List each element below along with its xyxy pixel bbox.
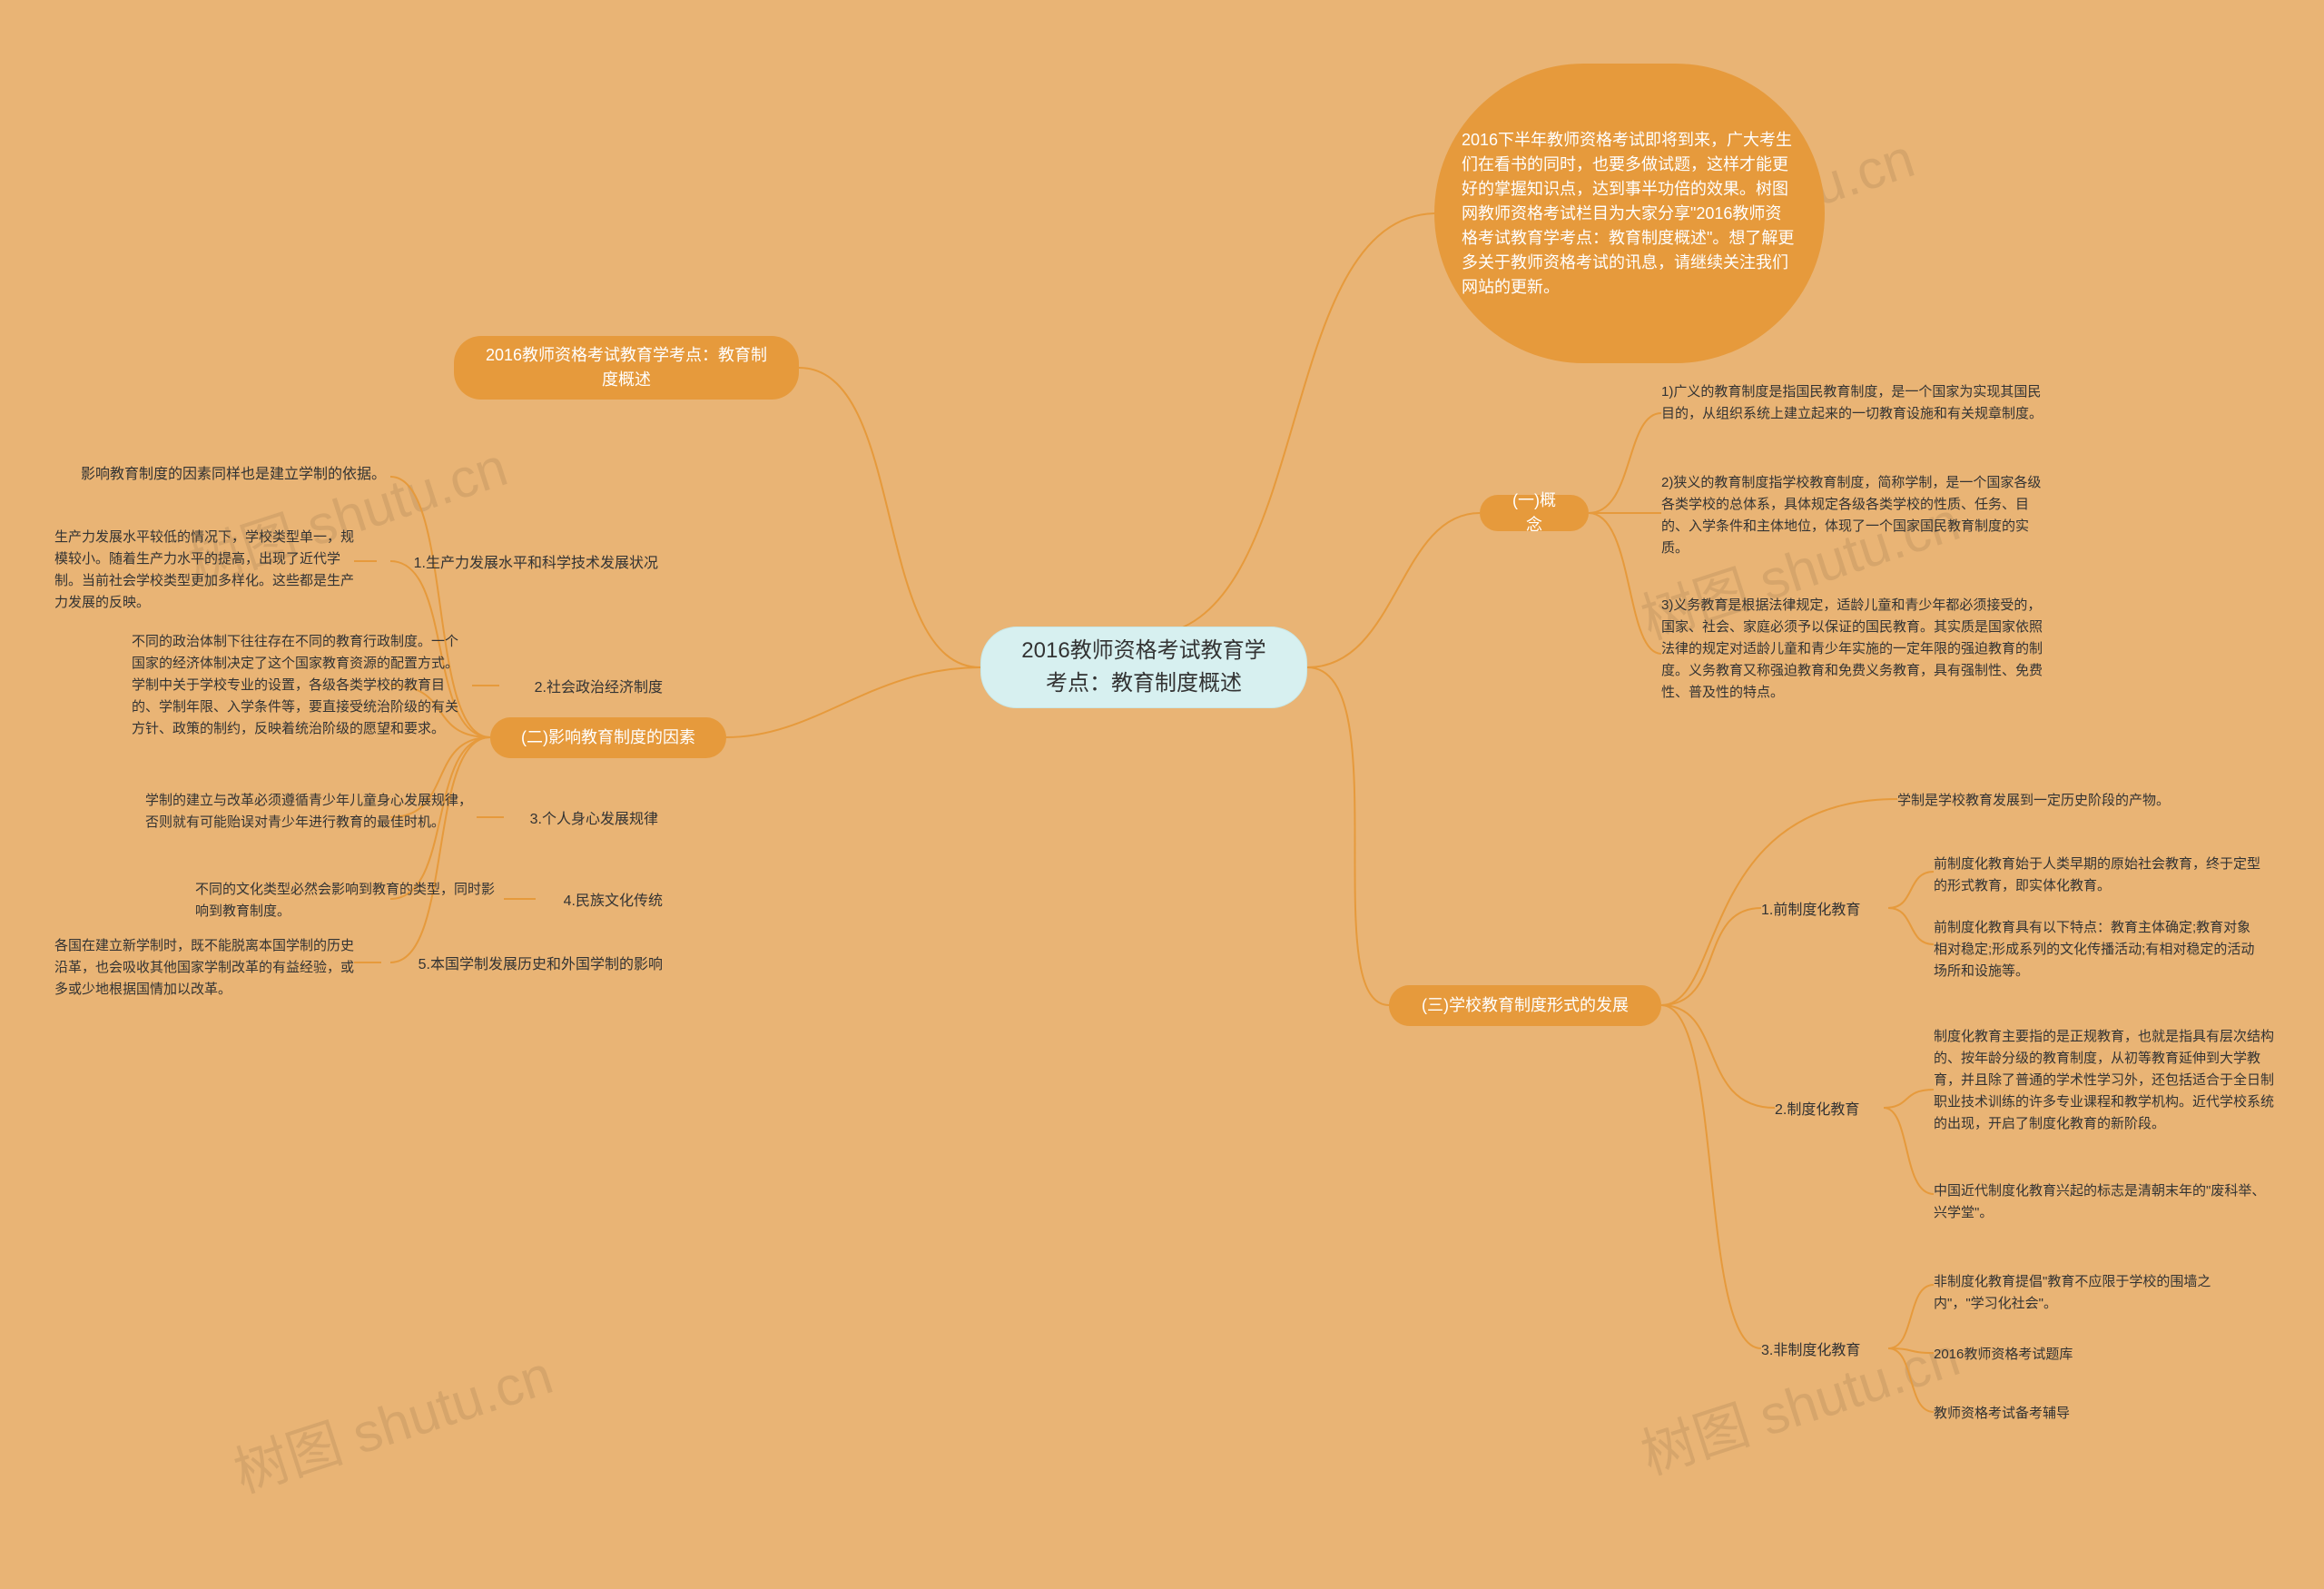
section3-item2-detail-1: 制度化教育主要指的是正规教育，也就是指具有层次结构的、按年龄分级的教育制度，从初…	[1934, 1026, 2279, 1135]
branch-title-node[interactable]: 2016教师资格考试教育学考点：教育制度概述	[454, 336, 799, 400]
section1-item-1: 1)广义的教育制度是指国民教育制度，是一个国家为实现其国民目的，从组织系统上建立…	[1661, 381, 2052, 425]
section3-intro: 学制是学校教育发展到一定历史阶段的产物。	[1897, 790, 2224, 812]
section3-item2-detail-2: 中国近代制度化教育兴起的标志是清朝末年的"废科举、兴学堂"。	[1934, 1180, 2279, 1224]
section2-item4-label: 4.民族文化传统	[536, 890, 663, 913]
section2-item4-detail: 不同的文化类型必然会影响到教育的类型，同时影响到教育制度。	[195, 879, 504, 923]
section2-node[interactable]: (二)影响教育制度的因素	[490, 717, 726, 758]
section2-item1-label: 1.生产力发展水平和科学技术发展状况	[377, 552, 658, 576]
section3-item1-detail-1: 前制度化教育始于人类早期的原始社会教育，终于定型的形式教育，即实体化教育。	[1934, 854, 2260, 897]
section3-item3-detail-2: 2016教师资格考试题库	[1934, 1344, 2260, 1366]
section2-item2-label: 2.社会政治经济制度	[499, 676, 663, 700]
section2-intro: 影响教育制度的因素同样也是建立学制的依据。	[50, 463, 386, 487]
section2-item5-label: 5.本国学制发展历史和外国学制的影响	[381, 953, 663, 977]
section3-item1-detail-2: 前制度化教育具有以下特点：教育主体确定;教育对象相对稳定;形成系列的文化传播活动…	[1934, 917, 2260, 982]
section1-item-2: 2)狭义的教育制度指学校教育制度，简称学制，是一个国家各级各类学校的总体系，具体…	[1661, 472, 2052, 559]
intro-bubble: 2016下半年教师资格考试即将到来，广大考生们在看书的同时，也要多做试题，这样才…	[1434, 64, 1825, 363]
root-node[interactable]: 2016教师资格考试教育学考点：教育制度概述	[980, 627, 1307, 708]
section3-item3-detail-3: 教师资格考试备考辅导	[1934, 1403, 2260, 1425]
section3-node[interactable]: (三)学校教育制度形式的发展	[1389, 985, 1661, 1026]
section2-item3-detail: 学制的建立与改革必须遵循青少年儿童身心发展规律，否则就有可能贻误对青少年进行教育…	[145, 790, 472, 834]
section2-item2-detail: 不同的政治体制下往往存在不同的教育行政制度。一个国家的经济体制决定了这个国家教育…	[132, 631, 468, 740]
watermark-4: 树图 shutu.cn	[222, 1331, 561, 1508]
section3-item1-label: 1.前制度化教育	[1761, 899, 1888, 923]
section2-item3-label: 3.个人身心发展规律	[504, 808, 658, 832]
section3-item3-detail-1: 非制度化教育提倡"教育不应限于学校的围墙之内"，"学习化社会"。	[1934, 1271, 2260, 1315]
section2-item1-detail: 生产力发展水平较低的情况下，学校类型单一，规模较小。随着生产力水平的提高，出现了…	[54, 527, 354, 614]
section1-node[interactable]: (一)概念	[1480, 495, 1589, 531]
section3-item2-label: 2.制度化教育	[1775, 1099, 1884, 1122]
section1-item-3: 3)义务教育是根据法律规定，适龄儿童和青少年都必须接受的，国家、社会、家庭必须予…	[1661, 595, 2052, 704]
section3-item3-label: 3.非制度化教育	[1761, 1339, 1888, 1363]
section2-item5-detail: 各国在建立新学制时，既不能脱离本国学制的历史沿革，也会吸收其他国家学制改革的有益…	[54, 935, 354, 1001]
